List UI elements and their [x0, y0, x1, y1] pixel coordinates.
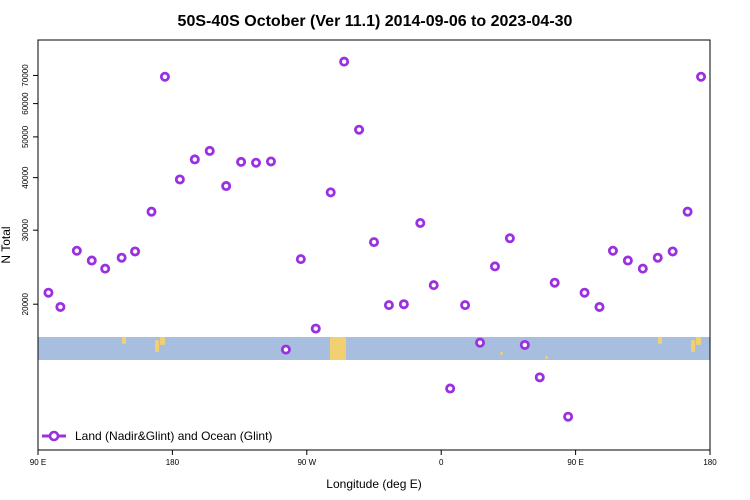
data-point	[159, 71, 170, 82]
data-point	[534, 372, 545, 383]
data-point	[310, 323, 321, 334]
data-point	[354, 124, 365, 135]
data-point	[428, 280, 439, 291]
land-patch	[696, 337, 701, 345]
data-point	[236, 156, 247, 167]
x-tick-label: 180	[166, 458, 180, 467]
chart-title: 50S-40S October (Ver 11.1) 2014-09-06 to…	[178, 13, 573, 30]
land-patch	[334, 352, 342, 360]
data-point	[116, 252, 127, 263]
x-tick-label: 180	[703, 458, 717, 467]
x-axis: 90 E 180 90 W 0 90 E 180	[30, 450, 717, 467]
map-strip	[38, 337, 710, 360]
data-points	[43, 56, 707, 422]
y-axis-label: N Total	[0, 226, 13, 263]
data-point	[489, 261, 500, 272]
y-tick-label: 60000	[21, 92, 30, 115]
data-point	[383, 300, 394, 311]
data-point	[622, 255, 633, 266]
data-point	[130, 246, 141, 257]
y-tick-label: 20000	[21, 293, 30, 316]
plot-frame	[37, 39, 711, 451]
data-point	[667, 246, 678, 257]
data-point	[415, 218, 426, 229]
data-point	[295, 254, 306, 265]
data-point	[71, 245, 82, 256]
data-point	[189, 154, 200, 165]
x-tick-label: 90 E	[30, 458, 46, 467]
data-point	[251, 157, 262, 168]
x-tick-label: 0	[439, 458, 444, 467]
x-tick-label: 90 W	[297, 458, 316, 467]
data-point	[563, 411, 574, 422]
data-point	[265, 156, 276, 167]
legend: Land (Nadir&Glint) and Ocean (Glint)	[42, 429, 272, 443]
land-patch	[500, 352, 503, 355]
data-point	[607, 245, 618, 256]
data-point	[637, 263, 648, 274]
data-point	[445, 383, 456, 394]
data-point	[146, 206, 157, 217]
legend-marker	[48, 430, 60, 442]
data-point	[652, 252, 663, 263]
data-point	[475, 337, 486, 348]
data-point	[549, 277, 560, 288]
data-point	[398, 299, 409, 310]
data-point	[579, 287, 590, 298]
land-patch	[545, 356, 548, 359]
y-tick-label: 40000	[21, 166, 30, 189]
x-tick-label: 90 E	[567, 458, 583, 467]
y-tick-label: 50000	[21, 125, 30, 148]
ocean-band	[38, 337, 710, 360]
data-point	[43, 287, 54, 298]
land-patch	[160, 337, 165, 345]
land-patch	[122, 337, 126, 344]
data-point	[100, 263, 111, 274]
data-point	[696, 71, 707, 82]
data-point	[204, 145, 215, 156]
data-point	[280, 344, 291, 355]
data-point	[55, 301, 66, 312]
data-point	[174, 174, 185, 185]
y-tick-label: 70000	[21, 64, 30, 87]
data-point	[368, 237, 379, 248]
data-point	[86, 255, 97, 266]
data-point	[325, 187, 336, 198]
data-point	[221, 181, 232, 192]
data-point	[460, 300, 471, 311]
data-point	[504, 233, 515, 244]
data-point	[594, 301, 605, 312]
x-axis-label: Longitude (deg E)	[326, 477, 421, 491]
data-point	[682, 206, 693, 217]
legend-label: Land (Nadir&Glint) and Ocean (Glint)	[75, 429, 272, 443]
data-point	[519, 339, 530, 350]
land-patch	[155, 340, 159, 352]
land-patch	[691, 340, 695, 352]
y-tick-label: 30000	[21, 218, 30, 241]
land-patch	[658, 337, 662, 344]
y-axis: 20000 30000 40000 50000 60000 70000	[21, 64, 38, 316]
data-point	[339, 56, 350, 67]
